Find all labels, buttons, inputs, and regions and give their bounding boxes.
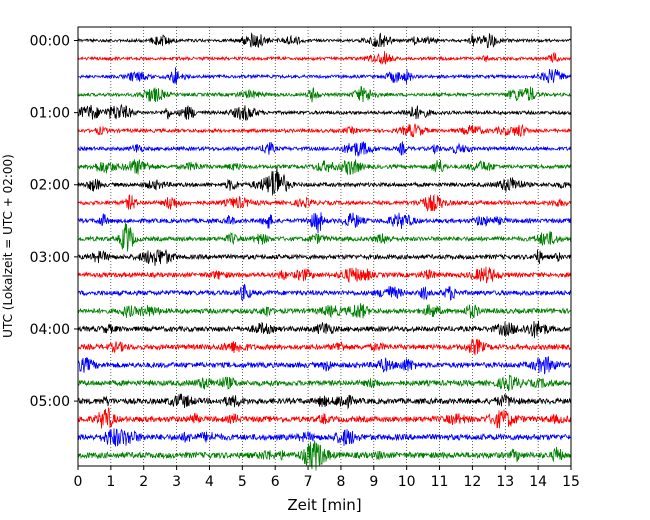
x-axis-label: Zeit [min]: [287, 496, 361, 514]
plot-frame: [77, 26, 572, 467]
seismic-trace: [77, 374, 572, 392]
seismic-trace: [77, 393, 572, 410]
seismic-trace: [77, 283, 572, 302]
x-axis-ticks: 0 1 2 3 4 5 6 7 8 9 10 11 12 13 14 15: [74, 466, 580, 490]
seismic-trace: [77, 222, 572, 252]
seismic-trace: [77, 32, 572, 49]
x-tick-label: 10: [398, 474, 416, 490]
seismic-trace: [77, 303, 572, 319]
seismic-trace: [77, 123, 572, 138]
seismic-trace: [77, 212, 572, 234]
y-axis-ticks: 00:00 01:00 02:00 03:00 04:00 05:00: [30, 34, 78, 410]
x-tick-label: 3: [172, 474, 181, 490]
y-tick-label: 02:00: [30, 178, 70, 194]
seismic-trace: [77, 166, 572, 196]
seismic-traces: [77, 32, 572, 471]
x-tick-label: 12: [463, 474, 481, 490]
seismic-trace: [77, 103, 572, 122]
seismic-trace: [77, 428, 572, 447]
y-tick-label: 05:00: [30, 394, 70, 410]
seismic-trace: [77, 67, 572, 85]
x-tick-label: 9: [369, 474, 378, 490]
seismic-trace: [77, 338, 572, 356]
y-tick-label: 03:00: [30, 250, 70, 266]
seismic-trace: [77, 141, 572, 157]
seismic-trace: [77, 356, 572, 375]
seismic-trace: [77, 266, 572, 284]
seismic-trace: [77, 194, 572, 212]
x-tick-label: 14: [529, 474, 547, 490]
y-tick-label: 04:00: [30, 322, 70, 338]
x-tick-label: 5: [238, 474, 247, 490]
x-tick-label: 6: [271, 474, 280, 490]
seismic-trace: [77, 440, 572, 471]
x-tick-label: 0: [74, 474, 83, 490]
seismic-trace: [77, 51, 572, 66]
seismic-trace: [77, 159, 572, 176]
x-tick-label: 2: [139, 474, 148, 490]
y-axis-label: UTC (Lokalzeit = UTC + 02:00): [1, 154, 15, 338]
y-tick-label: 01:00: [30, 106, 70, 122]
vertical-gridlines: [110, 27, 539, 466]
x-tick-label: 15: [562, 474, 580, 490]
seismic-trace: [77, 320, 572, 338]
y-tick-label: 00:00: [30, 34, 70, 50]
seismic-trace: [77, 86, 572, 103]
seismic-trace: [77, 407, 572, 429]
x-tick-label: 1: [106, 474, 115, 490]
x-tick-label: 8: [336, 474, 345, 490]
x-tick-label: 4: [205, 474, 214, 490]
x-tick-label: 11: [431, 474, 449, 490]
x-tick-label: 7: [304, 474, 313, 490]
x-tick-label: 13: [496, 474, 514, 490]
seismic-trace: [77, 248, 572, 266]
